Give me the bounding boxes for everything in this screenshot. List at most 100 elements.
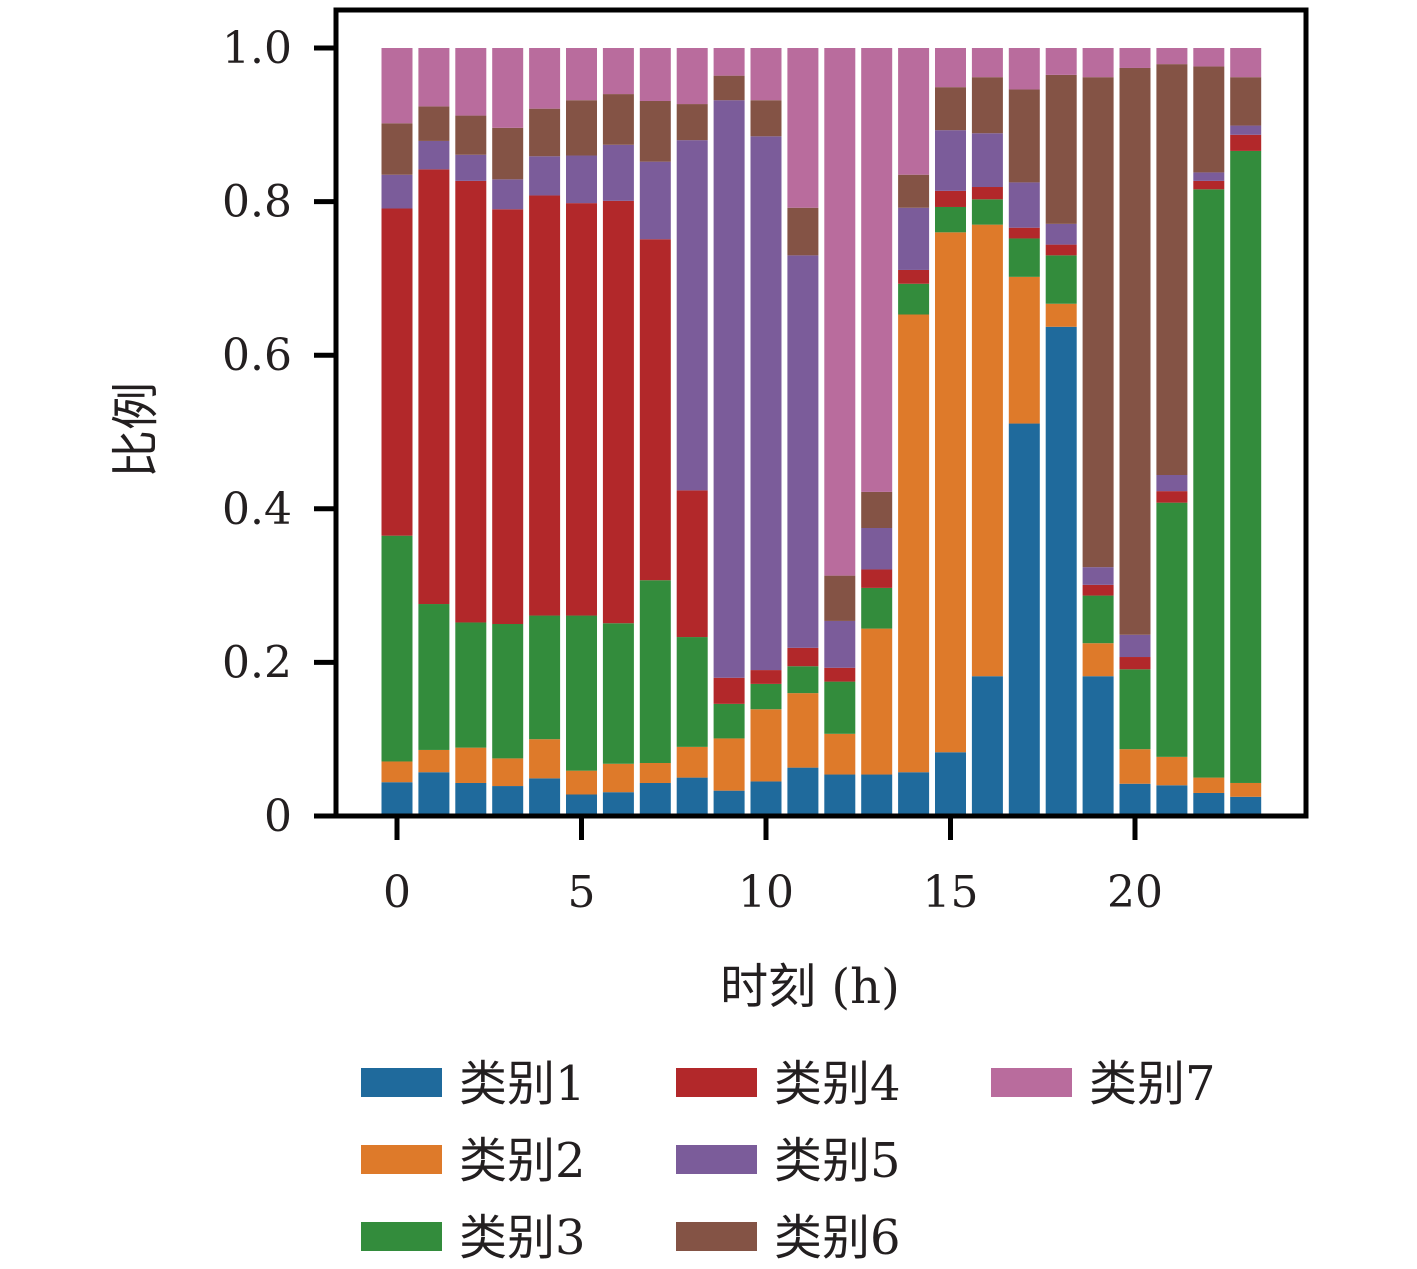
bar-segment-6-x20 [1119,67,1151,635]
legend-label-1: 类别1 [459,1056,586,1112]
x-axis-title: 时刻 (h) [720,959,900,1015]
bar-segment-6-x10 [750,100,782,137]
bar-segment-5-x14 [898,207,930,270]
bar-segment-5-x18 [1045,223,1077,245]
axes-layer: 0 0.2 0.4 0.6 0.8 1.0 0 5 10 15 20 [222,23,1163,918]
bar-segment-4-x0 [381,208,413,536]
bar-segment-4-x9 [713,677,745,704]
bar-segment-5-x3 [492,179,524,210]
bar-segment-3-x12 [824,681,856,734]
bar-segment-6-x4 [529,108,561,157]
bar-segment-2-x9 [713,738,745,791]
x-tick-label-3: 15 [923,867,979,918]
bar-segment-7-x2 [455,48,487,116]
bar-segment-6-x3 [492,127,524,180]
bar-segment-5-x0 [381,174,413,209]
y-axis-title: 比例 [108,382,164,478]
bar-segment-7-x9 [713,48,745,76]
bar-segment-1-x21 [1156,785,1188,816]
bar-segment-3-x11 [787,666,819,694]
bar-segment-6-x7 [639,100,671,162]
bar-segment-2-x3 [492,758,524,787]
bar-segment-3-x20 [1119,669,1151,750]
bar-segment-1-x11 [787,767,819,816]
bar-segment-5-x4 [529,156,561,196]
bar-segment-3-x9 [713,703,745,739]
bar-segment-7-x12 [824,48,856,576]
bar-segment-7-x19 [1082,48,1114,78]
bar-segment-5-x21 [1156,475,1188,492]
bar-segment-1-x3 [492,786,524,816]
bar-segment-7-x1 [418,48,450,107]
bar-segment-6-x17 [1008,89,1040,183]
bar-segment-2-x2 [455,747,487,783]
bar-segment-2-x10 [750,709,782,782]
bar-segment-4-x14 [898,269,930,284]
y-tick-label-5: 1.0 [222,23,292,74]
bar-segment-4-x15 [935,190,966,207]
bar-segment-6-x0 [381,123,413,175]
bar-segment-7-x4 [529,48,561,109]
bar-segment-2-x12 [824,733,856,775]
bar-segment-6-x5 [566,100,597,156]
bar-segment-2-x5 [566,770,597,795]
bar-segment-1-x19 [1082,676,1114,816]
bar-segment-2-x19 [1082,643,1114,677]
bar-segment-3-x14 [898,283,930,315]
bar-segment-7-x21 [1156,48,1188,65]
bar-segment-1-x15 [935,752,966,816]
bar-segment-5-x8 [676,140,708,491]
bar-segment-3-x17 [1008,238,1040,277]
bar-segment-3-x22 [1193,189,1225,778]
bar-segment-5-x9 [713,100,745,678]
bar-segment-7-x20 [1119,48,1151,68]
bar-segment-6-x6 [602,94,634,145]
bar-segment-5-x13 [861,528,893,570]
bar-segment-5-x16 [971,133,1003,188]
bar-segment-3-x8 [676,637,708,747]
legend-swatch-1 [361,1068,442,1097]
bar-segment-2-x21 [1156,756,1188,786]
bar-segment-3-x2 [455,622,487,748]
bar-segment-5-x7 [639,161,671,240]
bar-segment-1-x17 [1008,423,1040,816]
bar-segment-6-x15 [935,87,966,131]
bar-segment-2-x18 [1045,303,1077,327]
bar-segment-4-x23 [1230,134,1262,151]
bar-segment-1-x10 [750,781,782,816]
bar-segment-5-x6 [602,144,634,201]
bar-segment-4-x7 [639,239,671,581]
bar-segment-2-x6 [602,763,634,793]
bar-segment-4-x13 [861,569,893,588]
bar-segment-5-x10 [750,136,782,671]
bar-segment-4-x3 [492,209,524,624]
bar-segment-1-x16 [971,676,1003,816]
bar-segment-1-x7 [639,782,671,816]
bar-segment-7-x10 [750,48,782,101]
bar-segment-4-x2 [455,180,487,623]
bar-segment-3-x1 [418,604,450,750]
bar-segment-2-x23 [1230,782,1262,797]
bar-segment-3-x13 [861,587,893,629]
bar-segment-6-x21 [1156,64,1188,476]
legend-swatch-6 [676,1222,757,1251]
bar-segment-2-x8 [676,746,708,778]
y-tick-label-1: 0.2 [222,637,292,688]
bar-segment-6-x13 [861,491,893,528]
bar-segment-5-x11 [787,255,819,648]
bar-segment-1-x23 [1230,796,1262,816]
bar-segment-3-x16 [971,199,1003,225]
bar-segment-3-x3 [492,624,524,759]
legend-swatch-5 [676,1145,757,1174]
bar-segment-2-x13 [861,628,893,775]
bar-segment-6-x18 [1045,74,1077,224]
bar-segment-5-x15 [935,130,966,191]
legend-label-5: 类别5 [774,1133,901,1189]
bar-segment-3-x15 [935,206,966,233]
bar-segment-4-x8 [676,490,708,638]
bar-segment-6-x2 [455,115,487,155]
bar-segment-5-x23 [1230,125,1262,135]
y-tick-label-3: 0.6 [222,330,292,381]
bar-segment-5-x2 [455,154,487,181]
legend-label-7: 类别7 [1089,1056,1216,1112]
